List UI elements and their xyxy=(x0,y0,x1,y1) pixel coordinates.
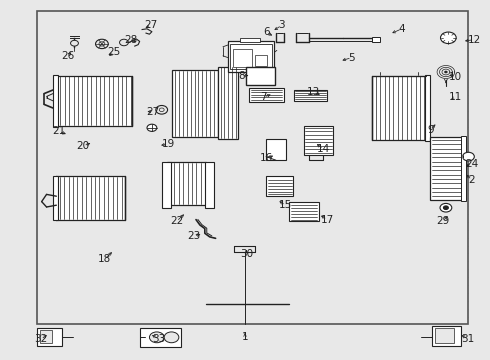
Text: 32: 32 xyxy=(34,334,48,344)
Bar xyxy=(53,75,58,127)
Bar xyxy=(249,88,284,102)
Text: 29: 29 xyxy=(436,216,449,226)
Text: 22: 22 xyxy=(170,216,183,226)
Circle shape xyxy=(71,40,78,46)
Text: 19: 19 xyxy=(161,139,175,149)
Bar xyxy=(372,37,380,42)
Bar xyxy=(40,330,52,343)
Text: 25: 25 xyxy=(107,47,121,57)
Bar xyxy=(218,67,238,139)
Bar xyxy=(233,49,252,67)
Text: 26: 26 xyxy=(61,51,74,61)
Bar xyxy=(140,328,181,347)
Bar xyxy=(304,126,333,155)
Bar xyxy=(289,202,318,221)
Text: 11: 11 xyxy=(449,92,463,102)
Bar xyxy=(425,75,430,141)
Text: 28: 28 xyxy=(124,35,138,45)
Circle shape xyxy=(156,105,168,114)
Bar xyxy=(230,44,272,69)
Bar xyxy=(255,55,267,66)
Bar xyxy=(205,162,214,208)
Text: 4: 4 xyxy=(398,24,405,34)
Bar xyxy=(53,176,58,220)
Text: 16: 16 xyxy=(259,153,273,163)
Text: 17: 17 xyxy=(320,215,334,225)
Bar xyxy=(56,176,125,220)
Text: 3: 3 xyxy=(278,20,285,30)
Text: 27: 27 xyxy=(147,107,160,117)
Text: 30: 30 xyxy=(240,249,253,259)
Circle shape xyxy=(443,206,448,210)
Circle shape xyxy=(440,203,452,212)
Bar xyxy=(167,162,206,205)
Bar xyxy=(228,41,274,72)
Circle shape xyxy=(149,332,164,343)
Circle shape xyxy=(99,42,105,46)
Text: 5: 5 xyxy=(348,53,355,63)
Bar xyxy=(435,328,454,343)
Text: 6: 6 xyxy=(263,27,270,37)
Text: 1: 1 xyxy=(242,332,248,342)
Text: 13: 13 xyxy=(307,87,320,97)
Text: 33: 33 xyxy=(152,334,166,344)
Bar xyxy=(172,70,218,137)
Bar xyxy=(162,162,171,208)
Text: 20: 20 xyxy=(77,141,90,151)
Bar xyxy=(430,137,464,200)
Text: 10: 10 xyxy=(449,72,462,82)
Text: 15: 15 xyxy=(279,200,293,210)
Bar xyxy=(266,176,293,196)
Text: 21: 21 xyxy=(52,126,66,136)
Circle shape xyxy=(441,32,456,44)
Circle shape xyxy=(120,39,128,46)
Bar xyxy=(240,38,260,42)
Bar xyxy=(294,90,327,101)
Circle shape xyxy=(96,39,108,49)
Text: 12: 12 xyxy=(467,35,481,45)
Bar xyxy=(37,11,468,324)
Circle shape xyxy=(463,152,474,161)
Circle shape xyxy=(147,124,157,131)
Circle shape xyxy=(444,71,447,73)
Text: 27: 27 xyxy=(144,20,158,30)
Bar xyxy=(372,76,426,140)
Text: 8: 8 xyxy=(238,71,245,81)
Text: 31: 31 xyxy=(461,334,475,344)
Text: 9: 9 xyxy=(427,125,434,135)
Bar xyxy=(432,326,461,346)
Bar xyxy=(246,67,275,85)
Bar xyxy=(461,136,465,201)
Bar xyxy=(37,328,62,346)
Bar xyxy=(56,76,132,126)
Text: 24: 24 xyxy=(465,159,479,169)
Circle shape xyxy=(164,332,179,343)
Text: 23: 23 xyxy=(187,231,200,241)
Text: 14: 14 xyxy=(317,144,330,154)
Circle shape xyxy=(159,108,164,112)
Text: 2: 2 xyxy=(468,175,475,185)
Text: 18: 18 xyxy=(98,254,111,264)
Text: 7: 7 xyxy=(260,92,267,102)
Bar xyxy=(266,139,286,160)
